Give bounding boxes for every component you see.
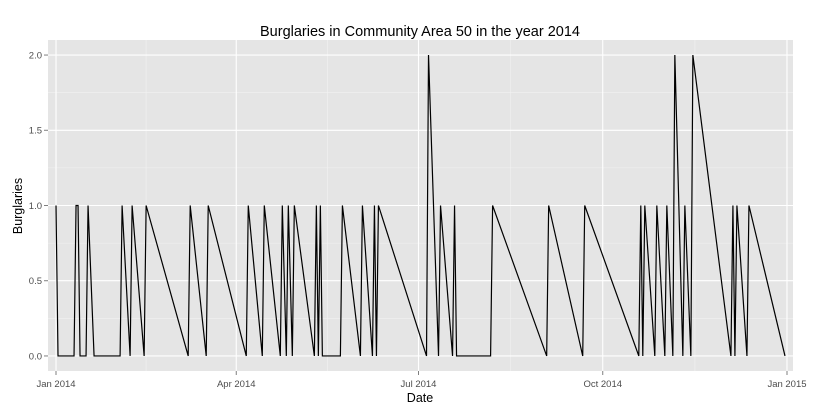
x-tick-label: Oct 2014 — [583, 379, 622, 390]
x-tick-label: Apr 2014 — [217, 379, 256, 390]
data-layer — [55, 54, 786, 357]
y-tick-label: 2.0 — [29, 50, 42, 61]
y-axis: 0.0 0.5 1.0 1.5 2.0 — [29, 50, 48, 362]
x-tick-label: Jul 2014 — [401, 379, 437, 390]
x-tick-label: Jan 2014 — [36, 379, 75, 390]
x-axis: Jan 2014 Apr 2014 Jul 2014 Oct 2014 Jan 2015 — [36, 371, 807, 390]
x-tick-label: Jan 2015 — [767, 379, 806, 390]
chart-title: Burglaries in Community Area 50 in the y… — [260, 24, 580, 40]
y-tick-label: 1.0 — [29, 201, 42, 212]
y-tick-label: 1.5 — [29, 126, 42, 137]
y-tick-label: 0.5 — [29, 276, 42, 287]
y-axis-label: Burglaries — [11, 178, 25, 234]
x-axis-label: Date — [407, 391, 433, 405]
minor-gridlines — [48, 40, 793, 371]
series-line-0 — [55, 54, 786, 357]
y-tick-label: 0.0 — [29, 351, 42, 362]
